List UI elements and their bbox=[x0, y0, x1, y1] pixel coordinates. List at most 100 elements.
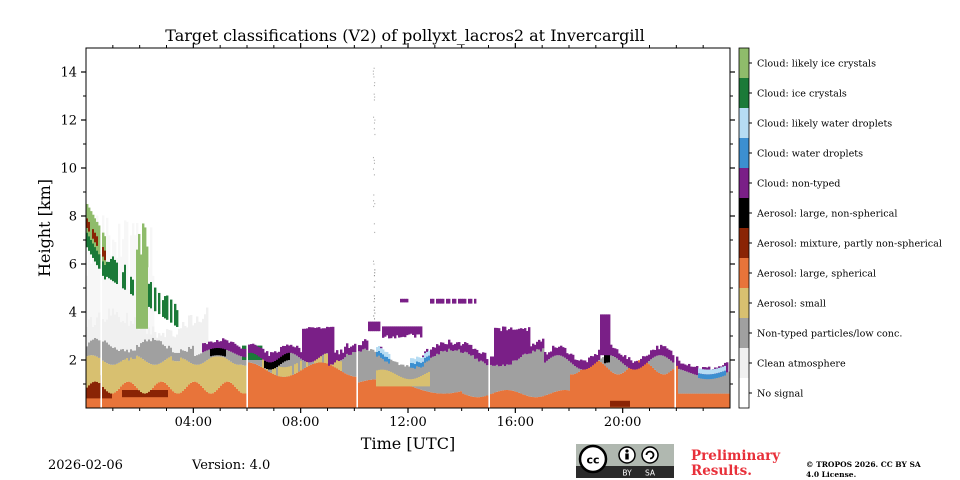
classification-column bbox=[334, 357, 337, 368]
classification-column bbox=[652, 367, 655, 408]
classification-column bbox=[392, 372, 395, 387]
classification-column bbox=[704, 369, 707, 375]
classification-column bbox=[280, 346, 283, 357]
classification-column bbox=[186, 360, 189, 387]
classification-column bbox=[292, 346, 295, 354]
classification-column bbox=[122, 390, 125, 398]
classification-column bbox=[406, 365, 409, 385]
classification-column bbox=[126, 312, 129, 350]
classification-column bbox=[258, 356, 261, 366]
classification-column bbox=[108, 392, 111, 408]
classification-column bbox=[490, 356, 493, 365]
cc-icon bbox=[578, 444, 608, 474]
classification-column bbox=[664, 374, 667, 408]
y-tick-label: 6 bbox=[69, 258, 77, 273]
classification-column bbox=[428, 355, 431, 361]
classification-column bbox=[104, 389, 107, 408]
classification-column bbox=[404, 378, 407, 387]
classification-column bbox=[222, 345, 225, 356]
classification-column bbox=[504, 366, 507, 391]
classification-column bbox=[526, 330, 529, 355]
classification-column bbox=[410, 365, 413, 387]
classification-column bbox=[424, 373, 427, 387]
classification-column bbox=[554, 347, 557, 356]
classification-column bbox=[336, 350, 339, 361]
classification-column bbox=[434, 347, 437, 357]
classification-column bbox=[682, 370, 685, 394]
classification-column bbox=[164, 296, 167, 319]
classification-column bbox=[240, 364, 243, 393]
scatter-plume-point bbox=[373, 122, 375, 124]
classification-column bbox=[490, 394, 493, 408]
classification-column bbox=[396, 362, 399, 382]
classification-column bbox=[626, 369, 629, 408]
classification-column bbox=[220, 344, 223, 356]
classification-column bbox=[116, 390, 119, 408]
classification-column bbox=[694, 374, 697, 394]
classification-column bbox=[504, 326, 507, 367]
classification-column bbox=[520, 393, 523, 408]
classification-column bbox=[164, 345, 167, 361]
classification-column bbox=[568, 360, 571, 391]
classification-column bbox=[578, 360, 581, 369]
classification-column bbox=[208, 358, 211, 394]
classification-column bbox=[626, 400, 629, 407]
scatter-plume-point bbox=[373, 84, 375, 87]
classification-column bbox=[116, 349, 119, 364]
classification-column bbox=[564, 347, 567, 358]
classification-column bbox=[556, 391, 559, 408]
classification-column bbox=[158, 363, 161, 383]
classification-column bbox=[680, 393, 683, 408]
classification-column bbox=[310, 362, 313, 365]
classification-column bbox=[204, 361, 207, 391]
classification-column bbox=[122, 272, 125, 289]
classification-column bbox=[272, 352, 275, 362]
classification-column bbox=[412, 387, 415, 408]
classification-column bbox=[650, 365, 653, 408]
classification-column bbox=[234, 363, 237, 387]
classification-column bbox=[494, 392, 497, 408]
classification-column bbox=[522, 328, 525, 355]
classification-column bbox=[388, 326, 391, 339]
classification-column bbox=[280, 356, 283, 377]
classification-column bbox=[276, 375, 279, 408]
classification-column bbox=[668, 359, 671, 373]
classification-column bbox=[616, 358, 619, 375]
classification-column bbox=[276, 352, 279, 360]
classification-column bbox=[218, 387, 221, 408]
classification-column bbox=[302, 360, 305, 370]
y-tick-label: 8 bbox=[69, 210, 77, 225]
classification-column bbox=[114, 347, 117, 365]
classification-column bbox=[336, 358, 339, 369]
classification-column bbox=[330, 326, 333, 365]
classification-column bbox=[414, 326, 417, 338]
classification-column bbox=[722, 373, 725, 394]
classification-column bbox=[508, 390, 511, 408]
classification-column bbox=[476, 349, 479, 359]
classification-column bbox=[312, 363, 315, 408]
classification-column bbox=[566, 390, 569, 408]
classification-column bbox=[142, 223, 145, 329]
classification-column bbox=[140, 326, 143, 344]
classification-column bbox=[250, 344, 253, 353]
classification-column bbox=[388, 358, 391, 364]
classification-column bbox=[222, 338, 225, 349]
classification-column bbox=[316, 362, 319, 408]
scatter-plume-point bbox=[374, 272, 376, 274]
classification-column bbox=[284, 345, 287, 355]
classification-column bbox=[542, 338, 545, 349]
classification-column bbox=[410, 362, 413, 368]
classification-column bbox=[420, 389, 423, 408]
classification-column bbox=[352, 376, 355, 408]
classification-column bbox=[130, 357, 133, 383]
classification-column bbox=[724, 393, 727, 408]
classification-column bbox=[206, 307, 209, 351]
classification-column bbox=[370, 379, 373, 408]
classification-column bbox=[322, 362, 325, 408]
classification-column bbox=[546, 354, 549, 361]
classification-column bbox=[138, 356, 141, 391]
colorbar-label: Aerosol: large, spherical bbox=[756, 269, 876, 280]
classification-column bbox=[244, 357, 247, 366]
classification-column bbox=[146, 246, 149, 329]
classification-column bbox=[554, 391, 557, 408]
